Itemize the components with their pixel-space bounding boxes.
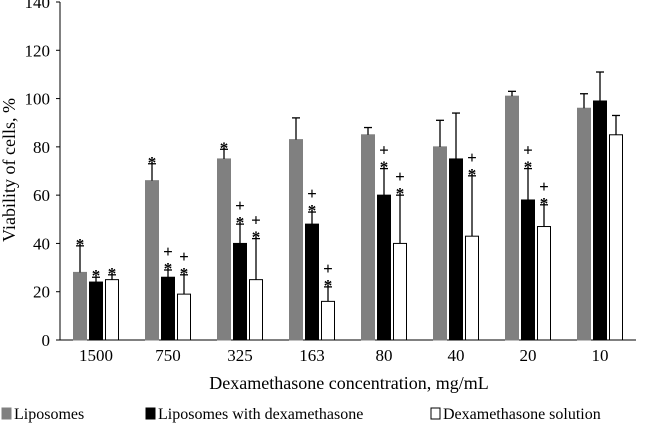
significance-asterisk: * xyxy=(76,235,85,254)
significance-plus: + xyxy=(379,141,389,160)
y-tick-label: 0 xyxy=(42,331,51,350)
x-tick-label: 80 xyxy=(376,346,393,365)
bar-3-750 xyxy=(177,293,191,341)
bar-3-20 xyxy=(537,226,551,341)
y-tick-label: 20 xyxy=(33,283,50,302)
x-tick-label: 40 xyxy=(448,346,465,365)
significance-plus: + xyxy=(395,167,405,186)
significance-asterisk: * xyxy=(108,264,117,283)
y-tick-label: 100 xyxy=(25,90,51,109)
significance-asterisk: * xyxy=(540,194,549,213)
significance-asterisk: * xyxy=(380,158,389,177)
bar-2-20 xyxy=(521,199,535,341)
significance-plus: + xyxy=(163,242,173,261)
significance-asterisk: * xyxy=(396,184,405,203)
significance-asterisk: * xyxy=(220,138,229,157)
bar-1-80 xyxy=(361,134,375,341)
x-tick-label: 1500 xyxy=(79,346,113,365)
bar-2-40 xyxy=(449,158,463,341)
significance-asterisk: * xyxy=(308,201,317,220)
legend: Liposomes Liposomes with dexamethasone Dex… xyxy=(1,406,601,423)
y-tick-label: 80 xyxy=(33,138,50,157)
significance-plus: + xyxy=(307,184,317,203)
bar-2-80 xyxy=(377,194,391,341)
bar-2-750 xyxy=(161,276,175,341)
bar-2-1500 xyxy=(89,281,103,341)
bar-1-10 xyxy=(577,107,591,341)
x-tick-label: 10 xyxy=(592,346,609,365)
significance-plus: + xyxy=(323,259,333,278)
x-tick-label: 325 xyxy=(227,346,253,365)
significance-plus: + xyxy=(179,247,189,266)
x-tick-label: 750 xyxy=(155,346,181,365)
legend-swatch xyxy=(1,407,12,420)
significance-asterisk: * xyxy=(180,264,189,283)
significance-asterisk: * xyxy=(468,165,477,184)
significance-plus: + xyxy=(467,148,477,167)
legend-label: Dexamethasone solution xyxy=(443,406,601,423)
significance-asterisk: * xyxy=(92,266,101,285)
significance-plus: + xyxy=(539,177,549,196)
significance-asterisk: * xyxy=(524,158,533,177)
significance-asterisk: * xyxy=(164,259,173,278)
bar-2-163 xyxy=(305,223,319,341)
bar-1-20 xyxy=(505,95,519,341)
x-tick-label: 20 xyxy=(520,346,537,365)
bar-2-10 xyxy=(593,100,607,341)
bar-1-325 xyxy=(217,158,231,341)
bar-3-80 xyxy=(393,242,407,341)
significance-asterisk: * xyxy=(236,213,245,232)
y-tick-label: 120 xyxy=(25,41,51,60)
legend-label: Liposomes with dexamethasone xyxy=(158,406,363,423)
bar-1-163 xyxy=(289,139,303,341)
bar-1-1500 xyxy=(73,271,87,341)
significance-plus: + xyxy=(523,141,533,160)
significance-plus: + xyxy=(251,211,261,230)
bar-3-40 xyxy=(465,235,479,341)
legend-swatch xyxy=(430,407,441,420)
x-axis-title: Dexamethasone concentration, mg/mL xyxy=(209,373,488,393)
bar-3-163 xyxy=(321,300,335,341)
y-tick-label: 60 xyxy=(33,186,50,205)
bar-3-10 xyxy=(609,134,623,341)
significance-plus: + xyxy=(235,196,245,215)
legend-label: Liposomes xyxy=(14,406,84,423)
y-axis-title: Viability of cells, % xyxy=(0,98,19,242)
y-tick-label: 140 xyxy=(25,0,51,12)
bar-3-325 xyxy=(249,279,263,341)
significance-asterisk: * xyxy=(148,153,157,172)
x-tick-label: 163 xyxy=(299,346,325,365)
legend-swatch xyxy=(145,407,156,420)
bar-2-325 xyxy=(233,242,247,341)
bar-1-40 xyxy=(433,146,447,341)
significance-asterisk: * xyxy=(324,276,333,295)
y-tick-label: 40 xyxy=(33,234,50,253)
significance-asterisk: * xyxy=(252,228,261,247)
bar-1-750 xyxy=(145,180,159,341)
bar-3-1500 xyxy=(105,279,119,341)
